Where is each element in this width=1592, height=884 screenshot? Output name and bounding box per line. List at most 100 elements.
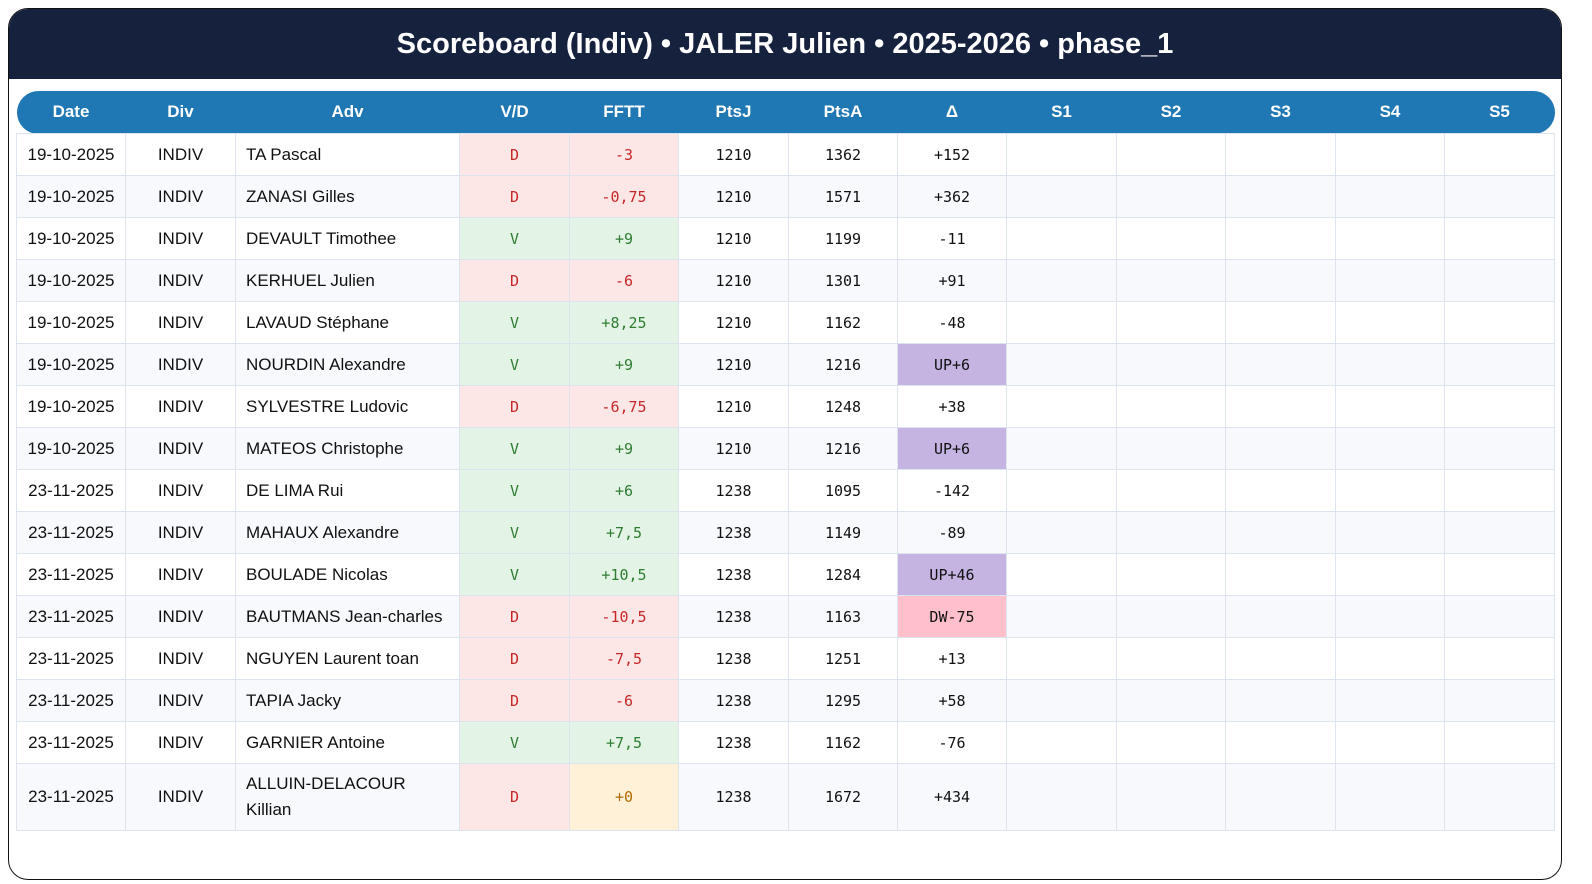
table-row[interactable]: 23-11-2025 INDIV TAPIA Jacky D -6 1238 1295 +58 xyxy=(16,679,1555,722)
set1-cell xyxy=(1006,175,1117,218)
date-cell: 23-11-2025 xyxy=(16,469,126,512)
date-cell: 23-11-2025 xyxy=(16,595,126,638)
column-header[interactable]: PtsA xyxy=(788,91,898,134)
column-header[interactable]: S1 xyxy=(1006,91,1117,134)
set4-cell xyxy=(1335,721,1445,764)
division-cell: INDIV xyxy=(125,721,236,764)
opponent-points-cell: 1216 xyxy=(788,343,898,386)
column-header[interactable]: Adv xyxy=(235,91,460,134)
result-cell: V xyxy=(459,721,570,764)
fftt-points-cell: -6 xyxy=(569,259,679,302)
delta-cell: +58 xyxy=(897,679,1007,722)
player-points-cell: 1210 xyxy=(678,301,789,344)
result-cell: D xyxy=(459,133,570,176)
date-cell: 19-10-2025 xyxy=(16,385,126,428)
set1-cell xyxy=(1006,133,1117,176)
division-cell: INDIV xyxy=(125,385,236,428)
table-row[interactable]: 19-10-2025 INDIV KERHUEL Julien D -6 1210 1301… xyxy=(16,259,1555,302)
table-row[interactable]: 19-10-2025 INDIV MATEOS Christophe V +9 1210 1… xyxy=(16,427,1555,470)
division-cell: INDIV xyxy=(125,343,236,386)
opponent-points-cell: 1149 xyxy=(788,511,898,554)
column-header[interactable]: V/D xyxy=(459,91,570,134)
set2-cell xyxy=(1116,175,1226,218)
division-cell: INDIV xyxy=(125,469,236,512)
fftt-points-cell: +0 xyxy=(569,763,679,831)
set2-cell xyxy=(1116,343,1226,386)
column-header[interactable]: S2 xyxy=(1116,91,1226,134)
set5-cell xyxy=(1444,427,1555,470)
column-header[interactable]: Δ xyxy=(897,91,1007,134)
set5-cell xyxy=(1444,763,1555,831)
column-header[interactable]: FFTT xyxy=(569,91,679,134)
column-header[interactable]: Div xyxy=(125,91,236,134)
result-cell: D xyxy=(459,763,570,831)
table-row[interactable]: 19-10-2025 INDIV NOURDIN Alexandre V +9 1210 1… xyxy=(16,343,1555,386)
set2-cell xyxy=(1116,259,1226,302)
set2-cell xyxy=(1116,469,1226,512)
player-points-cell: 1210 xyxy=(678,133,789,176)
column-header[interactable]: S4 xyxy=(1335,91,1445,134)
result-cell: V xyxy=(459,469,570,512)
set5-cell xyxy=(1444,343,1555,386)
set1-cell xyxy=(1006,595,1117,638)
column-header[interactable]: S5 xyxy=(1444,91,1555,134)
set1-cell xyxy=(1006,469,1117,512)
date-cell: 23-11-2025 xyxy=(16,553,126,596)
set3-cell xyxy=(1225,469,1336,512)
delta-cell: UP+46 xyxy=(897,553,1007,596)
delta-cell: UP+6 xyxy=(897,427,1007,470)
table-row[interactable]: 23-11-2025 INDIV DE LIMA Rui V +6 1238 1095 -14… xyxy=(16,469,1555,512)
delta-cell: +434 xyxy=(897,763,1007,831)
column-header[interactable]: PtsJ xyxy=(678,91,789,134)
table-row[interactable]: 23-11-2025 INDIV BOULADE Nicolas V +10,5 1238… xyxy=(16,553,1555,596)
date-cell: 23-11-2025 xyxy=(16,511,126,554)
opponent-cell: BAUTMANS Jean-charles xyxy=(235,595,460,638)
date-cell: 19-10-2025 xyxy=(16,301,126,344)
table-row[interactable]: 19-10-2025 INDIV LAVAUD Stéphane V +8,25 1210… xyxy=(16,301,1555,344)
page-title: Scoreboard (Indiv) • JALER Julien • 2025… xyxy=(9,9,1561,79)
set4-cell xyxy=(1335,679,1445,722)
opponent-cell: GARNIER Antoine xyxy=(235,721,460,764)
division-cell: INDIV xyxy=(125,679,236,722)
set1-cell xyxy=(1006,553,1117,596)
set2-cell xyxy=(1116,385,1226,428)
set4-cell xyxy=(1335,175,1445,218)
set5-cell xyxy=(1444,511,1555,554)
set3-cell xyxy=(1225,301,1336,344)
table-row[interactable]: 19-10-2025 INDIV SYLVESTRE Ludovic D -6,75 12… xyxy=(16,385,1555,428)
table-row[interactable]: 23-11-2025 INDIV BAUTMANS Jean-charles D -10… xyxy=(16,595,1555,638)
set5-cell xyxy=(1444,175,1555,218)
set3-cell xyxy=(1225,133,1336,176)
delta-cell: -89 xyxy=(897,511,1007,554)
column-header[interactable]: Date xyxy=(16,91,126,134)
table-row[interactable]: 23-11-2025 INDIV MAHAUX Alexandre V +7,5 1238… xyxy=(16,511,1555,554)
opponent-points-cell: 1295 xyxy=(788,679,898,722)
set3-cell xyxy=(1225,217,1336,260)
division-cell: INDIV xyxy=(125,427,236,470)
result-cell: D xyxy=(459,637,570,680)
set4-cell xyxy=(1335,385,1445,428)
opponent-cell: LAVAUD Stéphane xyxy=(235,301,460,344)
table-row[interactable]: 19-10-2025 INDIV ZANASI Gilles D -0,75 1210 15… xyxy=(16,175,1555,218)
date-cell: 19-10-2025 xyxy=(16,217,126,260)
set3-cell xyxy=(1225,175,1336,218)
set2-cell xyxy=(1116,217,1226,260)
table-row[interactable]: 23-11-2025 INDIV GARNIER Antoine V +7,5 1238 1… xyxy=(16,721,1555,764)
set4-cell xyxy=(1335,259,1445,302)
date-cell: 23-11-2025 xyxy=(16,721,126,764)
table-row[interactable]: 23-11-2025 INDIV ALLUIN-DELACOUR Killian D +… xyxy=(16,763,1555,831)
opponent-points-cell: 1251 xyxy=(788,637,898,680)
table-row[interactable]: 19-10-2025 INDIV TA Pascal D -3 1210 1362 +152 xyxy=(16,133,1555,176)
set1-cell xyxy=(1006,721,1117,764)
table-row[interactable]: 19-10-2025 INDIV DEVAULT Timothee V +9 1210 11… xyxy=(16,217,1555,260)
player-points-cell: 1238 xyxy=(678,679,789,722)
set1-cell xyxy=(1006,217,1117,260)
column-header[interactable]: S3 xyxy=(1225,91,1336,134)
fftt-points-cell: -6,75 xyxy=(569,385,679,428)
set2-cell xyxy=(1116,595,1226,638)
fftt-points-cell: -10,5 xyxy=(569,595,679,638)
set3-cell xyxy=(1225,427,1336,470)
result-cell: D xyxy=(459,595,570,638)
set4-cell xyxy=(1335,469,1445,512)
table-row[interactable]: 23-11-2025 INDIV NGUYEN Laurent toan D -7,5 1… xyxy=(16,637,1555,680)
